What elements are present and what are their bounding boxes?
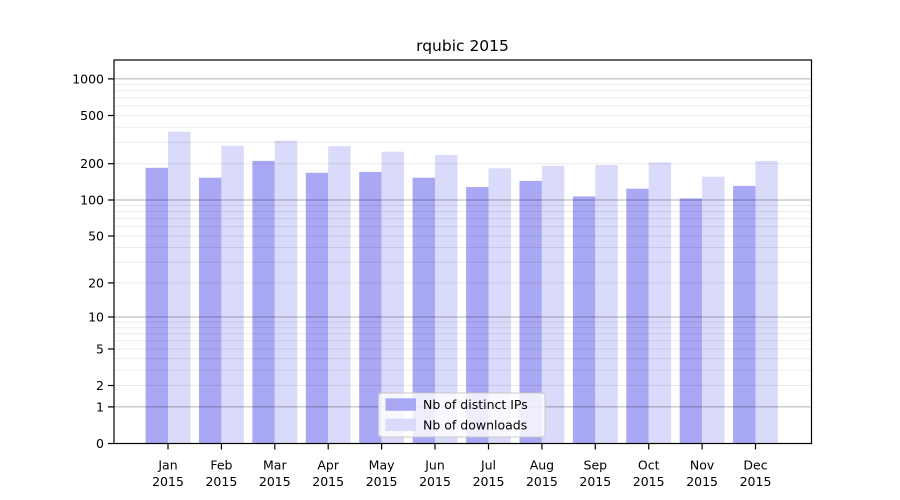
bar-distinct-ips <box>572 196 596 444</box>
x-tick-month: Apr <box>317 458 339 473</box>
x-tick-label: Aug 2015 <box>526 458 558 490</box>
x-tick-year: 2015 <box>526 474 558 489</box>
x-tick-month: Jul <box>480 458 496 473</box>
bar-distinct-ips <box>145 167 168 444</box>
x-tick-label: Oct 2015 <box>633 458 665 490</box>
plot-border <box>113 59 813 445</box>
x-tick-year: 2015 <box>419 474 451 489</box>
x-tick-month: Mar <box>263 458 287 473</box>
y-tick-label: 200 <box>80 156 104 171</box>
bar-distinct-ips <box>466 187 489 444</box>
bar-distinct-ips <box>626 188 649 444</box>
bars-layer <box>145 131 778 444</box>
x-tick-label: Mar 2015 <box>259 458 291 490</box>
legend-label-downloads: Nb of downloads <box>423 417 527 432</box>
legend-swatch-distinct-ips-icon <box>385 398 416 411</box>
x-tick-label: Apr 2015 <box>312 458 344 490</box>
bar-downloads <box>221 145 244 444</box>
bar-downloads <box>274 140 298 444</box>
bar-distinct-ips <box>519 180 542 444</box>
x-tick-year: 2015 <box>205 474 237 489</box>
bar-downloads <box>328 146 351 444</box>
x-tick-label: Nov 2015 <box>686 458 718 490</box>
x-tick-month: Sep <box>584 458 608 473</box>
bar-downloads <box>541 165 565 444</box>
y-tick-label: 500 <box>80 108 104 123</box>
bar-distinct-ips <box>305 172 329 444</box>
x-tick-month: Jan <box>157 458 177 473</box>
bar-downloads <box>168 131 191 444</box>
x-tick-year: 2015 <box>686 474 718 489</box>
bar-downloads <box>648 162 672 444</box>
x-tick-year: 2015 <box>473 474 505 489</box>
bar-distinct-ips <box>733 185 756 444</box>
x-tick-month: Dec <box>743 458 767 473</box>
bar-distinct-ips <box>412 177 435 444</box>
x-tick-month: Nov <box>690 458 715 473</box>
x-tick-label: Jan 2015 <box>152 458 184 490</box>
x-tick-year: 2015 <box>152 474 184 489</box>
y-tick-label: 50 <box>88 229 104 244</box>
legend: Nb of distinct IPs Nb of downloads <box>378 392 546 438</box>
y-tick-label: 100 <box>80 193 104 208</box>
x-tick-month: Aug <box>530 458 554 473</box>
bar-downloads <box>755 160 778 444</box>
bar-distinct-ips <box>199 177 222 444</box>
bar-downloads <box>381 151 404 444</box>
x-tick-label: Sep 2015 <box>579 458 611 490</box>
x-tick-month: Feb <box>210 458 232 473</box>
bar-distinct-ips <box>252 160 275 444</box>
y-tick-label: 1 <box>96 399 104 414</box>
bar-downloads <box>435 155 458 444</box>
y-tick-label: 1000 <box>72 71 104 86</box>
x-tick-label: Jul 2015 <box>473 458 505 490</box>
x-tick-year: 2015 <box>633 474 665 489</box>
bar-downloads <box>595 165 618 444</box>
legend-box <box>378 392 546 438</box>
bar-downloads <box>702 176 725 444</box>
y-axis: 0 1 2 5 10 20 50 100 200 500 1000 <box>72 71 114 451</box>
x-tick-label: Dec 2015 <box>740 458 772 490</box>
y-tick-label: 0 <box>96 436 104 451</box>
legend-swatch-downloads-icon <box>385 418 416 432</box>
bar-downloads <box>488 168 511 444</box>
y-tick-label: 20 <box>88 275 104 290</box>
grid-layer <box>114 78 812 408</box>
legend-label-distinct-ips: Nb of distinct IPs <box>423 397 528 412</box>
x-tick-month: Jun <box>424 458 445 473</box>
x-tick-year: 2015 <box>259 474 291 489</box>
x-tick-label: Feb 2015 <box>205 458 237 490</box>
bar-distinct-ips <box>359 171 382 444</box>
y-tick-label: 10 <box>88 310 104 325</box>
chart-title: rqubic 2015 <box>416 37 509 55</box>
x-tick-month: Oct <box>638 458 660 473</box>
x-tick-year: 2015 <box>740 474 772 489</box>
y-tick-label: 5 <box>96 342 104 357</box>
x-tick-label: Jun 2015 <box>419 458 451 490</box>
x-tick-year: 2015 <box>366 474 398 489</box>
y-tick-label: 2 <box>96 378 104 393</box>
x-tick-month: May <box>369 458 395 473</box>
bar-distinct-ips <box>679 198 703 444</box>
x-tick-label: May 2015 <box>366 458 398 490</box>
x-tick-year: 2015 <box>579 474 611 489</box>
x-tick-year: 2015 <box>312 474 344 489</box>
